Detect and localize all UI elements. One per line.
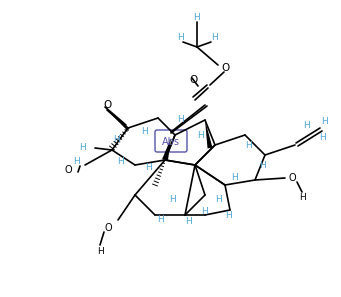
FancyBboxPatch shape	[155, 130, 187, 152]
Text: H: H	[244, 140, 251, 149]
Text: H: H	[322, 118, 328, 127]
Text: H: H	[211, 34, 217, 42]
Text: H: H	[117, 157, 123, 167]
Text: O: O	[288, 173, 296, 183]
Text: H: H	[214, 195, 221, 205]
Text: H: H	[177, 34, 183, 42]
Polygon shape	[205, 120, 212, 148]
Text: O: O	[189, 75, 197, 85]
Polygon shape	[162, 138, 171, 161]
Text: H: H	[145, 164, 151, 173]
Text: H: H	[73, 157, 79, 167]
Text: H: H	[232, 173, 238, 182]
Text: H: H	[177, 116, 183, 124]
Text: H: H	[80, 143, 86, 151]
Text: H: H	[197, 130, 203, 140]
Text: O: O	[64, 165, 72, 175]
Text: H: H	[320, 132, 326, 141]
Text: H: H	[202, 208, 208, 217]
Text: H: H	[184, 217, 191, 227]
Text: H: H	[97, 247, 103, 257]
Text: H: H	[225, 211, 232, 219]
Text: H: H	[142, 127, 148, 137]
Text: H: H	[299, 192, 306, 201]
Text: H: H	[258, 160, 265, 170]
Text: H: H	[194, 13, 201, 23]
Text: H: H	[157, 216, 163, 225]
Text: H: H	[303, 121, 310, 130]
Text: H: H	[169, 195, 175, 205]
Text: Abs: Abs	[162, 137, 180, 147]
Text: O: O	[104, 223, 112, 233]
Text: O: O	[222, 63, 230, 73]
Text: H: H	[113, 135, 119, 145]
Text: O: O	[103, 100, 111, 110]
